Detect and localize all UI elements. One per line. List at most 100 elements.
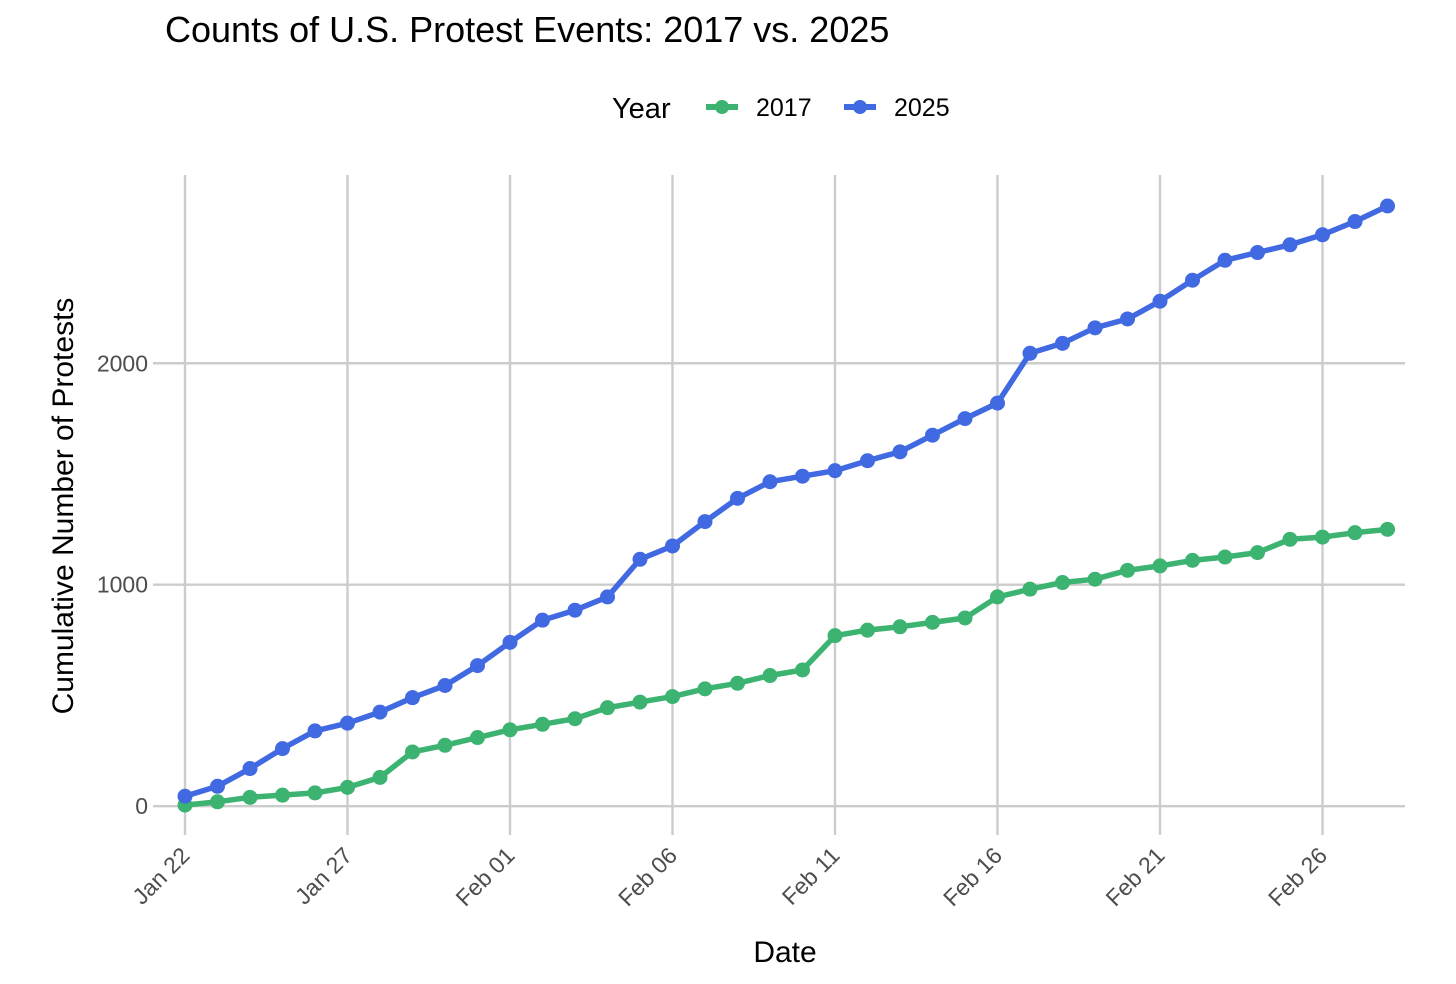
data-point-2017 — [632, 694, 648, 710]
legend-label-2025: 2025 — [894, 94, 950, 122]
grid — [153, 175, 1405, 835]
data-point-2017 — [990, 589, 1005, 605]
data-point-2017 — [1250, 545, 1265, 561]
data-point-2025 — [340, 715, 355, 731]
data-point-2025 — [405, 690, 420, 706]
data-point-2025 — [177, 788, 193, 804]
data-point-2017 — [1120, 562, 1135, 578]
data-point-2017 — [892, 619, 908, 635]
data-point-2017 — [1347, 525, 1363, 541]
data-point-2017 — [957, 610, 973, 626]
data-point-2017 — [275, 787, 290, 803]
data-point-2025 — [600, 589, 615, 605]
data-point-2017 — [405, 744, 420, 760]
data-point-2017 — [925, 614, 940, 630]
legend-key-2025-point — [853, 100, 867, 114]
y-axis-label: Cumulative Number of Protests — [47, 298, 80, 715]
data-point-2025 — [1185, 272, 1200, 288]
series-layer — [177, 198, 1395, 813]
data-point-2025 — [1055, 335, 1070, 351]
data-point-2017 — [860, 622, 875, 638]
x-axis-label: Date — [753, 936, 816, 969]
data-point-2025 — [1022, 345, 1038, 361]
data-point-2017 — [1185, 552, 1200, 568]
data-point-2017 — [1055, 575, 1070, 591]
data-point-2025 — [210, 778, 225, 794]
legend-label-2017: 2017 — [756, 94, 812, 122]
x-tick-label: Feb 26 — [1263, 842, 1332, 911]
y-tick-label: 2000 — [97, 350, 148, 376]
legend-title: Year — [612, 93, 671, 125]
x-tick-label: Feb 21 — [1101, 842, 1170, 911]
y-tick-label: 0 — [135, 793, 148, 819]
data-point-2025 — [242, 761, 258, 777]
data-point-2017 — [1152, 558, 1168, 574]
legend-key-2017-point — [715, 100, 729, 114]
data-point-2017 — [1087, 571, 1103, 587]
data-point-2017 — [502, 722, 518, 738]
data-point-2025 — [632, 551, 648, 567]
data-point-2017 — [567, 711, 583, 727]
data-point-2025 — [372, 704, 388, 720]
x-tick-label: Feb 06 — [613, 842, 682, 911]
data-point-2017 — [372, 769, 388, 785]
data-point-2017 — [600, 700, 615, 716]
data-point-2025 — [1120, 311, 1135, 327]
x-tick-label: Jan 27 — [290, 842, 357, 909]
data-point-2017 — [437, 737, 453, 753]
data-point-2017 — [307, 785, 323, 801]
data-point-2017 — [827, 628, 843, 644]
legend: Year 2017 2025 — [612, 93, 950, 125]
data-point-2025 — [795, 468, 810, 484]
data-point-2025 — [1250, 245, 1265, 261]
data-point-2025 — [665, 538, 680, 554]
data-point-2017 — [1315, 529, 1330, 545]
x-axis-ticks: Jan 22 Jan 27 Feb 01 Feb 06 Feb 11 Feb 16 Feb … — [127, 842, 1332, 911]
x-tick-label: Jan 22 — [127, 842, 194, 909]
data-point-2017 — [762, 668, 778, 684]
data-point-2025 — [990, 395, 1005, 411]
data-point-2017 — [697, 681, 713, 697]
data-point-2025 — [1282, 237, 1298, 253]
data-point-2025 — [275, 741, 290, 757]
data-point-2025 — [437, 678, 453, 694]
x-tick-label: Feb 11 — [777, 842, 845, 910]
data-point-2025 — [860, 453, 875, 469]
x-tick-label: Feb 01 — [451, 842, 520, 911]
data-point-2025 — [1152, 293, 1168, 309]
data-point-2025 — [1315, 227, 1330, 243]
data-point-2025 — [957, 411, 973, 427]
data-point-2025 — [697, 514, 713, 530]
data-point-2017 — [535, 716, 550, 732]
data-point-2017 — [340, 779, 355, 795]
legend-item-2025: 2025 — [844, 94, 950, 122]
data-point-2017 — [470, 730, 485, 746]
data-point-2025 — [1087, 320, 1103, 336]
data-point-2025 — [762, 474, 778, 490]
data-point-2025 — [1217, 252, 1233, 268]
data-point-2017 — [210, 794, 225, 810]
data-point-2025 — [567, 602, 583, 618]
data-point-2025 — [827, 463, 843, 479]
data-point-2017 — [1282, 531, 1298, 547]
data-point-2017 — [1217, 549, 1233, 565]
legend-item-2017: 2017 — [706, 94, 812, 122]
x-tick-label: Feb 16 — [938, 842, 1007, 911]
data-point-2025 — [307, 723, 323, 739]
data-point-2025 — [925, 427, 940, 443]
series-line-2017 — [182, 526, 1391, 808]
data-point-2017 — [665, 689, 680, 705]
y-tick-label: 1000 — [97, 572, 148, 598]
chart-title: Counts of U.S. Protest Events: 2017 vs. … — [165, 9, 889, 50]
data-point-2025 — [1380, 198, 1395, 214]
data-point-2025 — [502, 634, 518, 650]
data-point-2025 — [470, 658, 485, 674]
data-point-2017 — [242, 789, 258, 805]
y-axis-ticks: 0 1000 2000 — [97, 350, 148, 819]
data-point-2025 — [535, 612, 550, 628]
data-point-2017 — [795, 662, 810, 678]
data-point-2025 — [730, 490, 745, 506]
data-point-2025 — [1347, 214, 1363, 230]
data-point-2025 — [892, 444, 908, 460]
